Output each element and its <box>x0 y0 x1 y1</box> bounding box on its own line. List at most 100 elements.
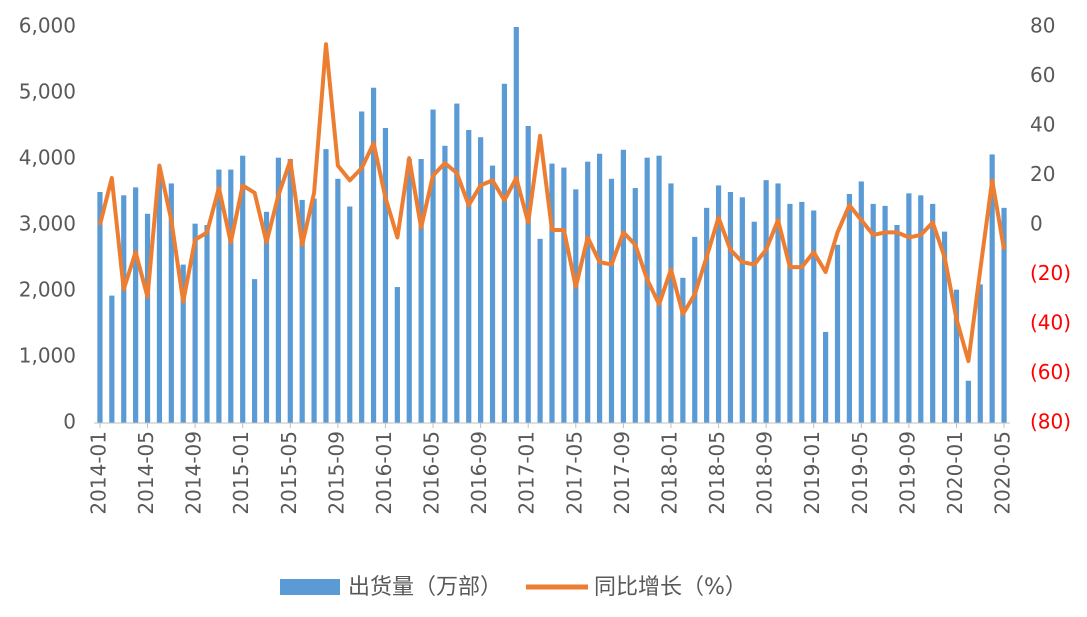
x-tick-label: 2014-05 <box>134 431 158 515</box>
bar <box>311 198 317 423</box>
legend-label: 同比增长（%） <box>594 575 747 600</box>
bar <box>382 127 389 423</box>
bar <box>775 183 781 423</box>
bar <box>811 210 817 423</box>
bar <box>739 197 745 423</box>
bar <box>478 137 484 423</box>
bar <box>454 103 460 423</box>
bar <box>799 201 805 423</box>
x-tick-label: 2019-09 <box>895 431 919 515</box>
bar <box>858 181 864 423</box>
bar <box>466 129 472 423</box>
line <box>97 42 1007 364</box>
bar <box>620 149 626 423</box>
legend-swatch <box>280 579 340 595</box>
bar <box>144 213 151 423</box>
bar <box>418 159 424 423</box>
bar <box>870 203 876 423</box>
y-tick-label: 1,000 <box>19 344 76 368</box>
bar <box>323 149 329 423</box>
x-tick-label: 2015-09 <box>324 431 348 515</box>
x-tick-label: 2016-01 <box>372 431 396 515</box>
x-tick-label: 2017-05 <box>562 431 586 515</box>
bar <box>97 192 103 423</box>
bar <box>632 188 638 423</box>
bar <box>727 192 734 423</box>
bar <box>953 289 960 423</box>
x-tick-label: 2018-09 <box>753 431 777 515</box>
bar <box>109 295 115 423</box>
bar <box>394 287 400 423</box>
x-tick-label: 2020-05 <box>991 431 1015 515</box>
bar <box>121 195 127 423</box>
bar <box>180 264 186 423</box>
bar <box>965 380 971 423</box>
x-tick-label: 2019-01 <box>800 431 824 515</box>
bar <box>930 203 936 423</box>
y-tick-label: 4,000 <box>19 146 76 170</box>
bar <box>573 189 579 423</box>
bar <box>882 205 888 423</box>
y2-tick-label: (40) <box>1030 311 1071 335</box>
bar <box>751 221 757 423</box>
bar <box>704 207 710 423</box>
y2-tick-label: 60 <box>1030 63 1055 87</box>
bar <box>692 236 698 423</box>
bar <box>347 206 353 423</box>
y2-tick-label: 80 <box>1030 14 1055 38</box>
bar <box>156 178 163 423</box>
bar <box>787 203 793 423</box>
bar <box>596 153 603 423</box>
bar <box>192 223 198 423</box>
x-tick-label: 2018-05 <box>705 431 729 515</box>
bar <box>406 159 412 423</box>
bar <box>204 225 210 423</box>
y-tick-label: 6,000 <box>19 14 76 38</box>
bar <box>335 178 341 423</box>
y2-tick-label: (60) <box>1030 360 1071 384</box>
bar <box>989 154 995 423</box>
bar <box>287 159 293 423</box>
x-tick-label: 2018-01 <box>657 431 681 515</box>
bar <box>644 157 650 423</box>
x-tick-label: 2015-05 <box>277 431 301 515</box>
y2-tick-label: 20 <box>1030 162 1055 186</box>
x-tick-label: 2016-09 <box>467 431 491 515</box>
bar <box>513 27 519 423</box>
bar <box>906 193 912 423</box>
bar <box>216 169 222 423</box>
bar <box>846 193 853 423</box>
y-tick-label: 5,000 <box>19 80 76 104</box>
x-tick-label: 2019-05 <box>848 431 872 515</box>
bar <box>240 155 246 423</box>
bar <box>537 238 543 423</box>
bar <box>228 169 234 423</box>
x-tick-label: 2017-09 <box>610 431 634 515</box>
bar <box>359 111 365 423</box>
x-tick-label: 2020-01 <box>943 431 967 515</box>
bar <box>941 231 948 423</box>
bar <box>668 183 674 423</box>
bar <box>275 157 281 423</box>
bar <box>1001 207 1007 423</box>
bar <box>133 187 139 423</box>
bar <box>715 185 722 423</box>
x-tick-label: 2017-01 <box>515 431 539 515</box>
bar <box>894 225 900 423</box>
bar <box>680 277 686 423</box>
bar <box>656 155 662 423</box>
x-tick-label: 2016-05 <box>420 431 444 515</box>
y2-tick-label: (20) <box>1030 261 1071 285</box>
bar <box>549 163 555 423</box>
x-tick-label: 2014-01 <box>86 431 110 515</box>
bar <box>763 180 769 423</box>
bar <box>489 165 496 423</box>
bar <box>501 83 508 423</box>
bar <box>168 183 174 423</box>
bar <box>977 284 983 423</box>
y2-tick-label: 0 <box>1030 212 1043 236</box>
bar <box>918 195 924 423</box>
x-tick-label: 2014-09 <box>182 431 206 515</box>
bar <box>370 87 377 423</box>
bar <box>561 167 567 423</box>
